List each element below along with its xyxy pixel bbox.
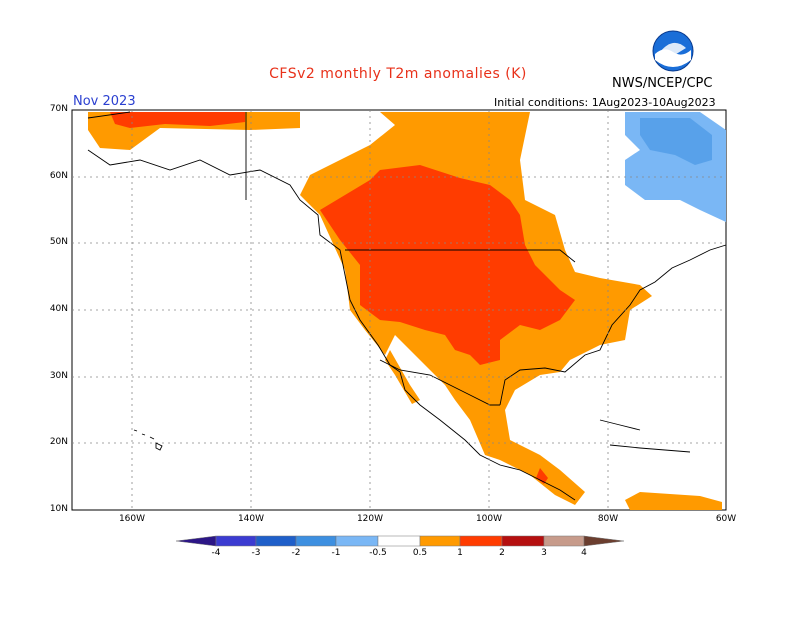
colorbar-3-4 xyxy=(543,535,585,547)
cb-label: 4 xyxy=(581,548,587,558)
lon-label-140w: 140W xyxy=(237,514,265,524)
agency-label: NWS/NCEP/CPC xyxy=(612,76,713,91)
cb-label: 3 xyxy=(541,548,547,558)
colorbar-1-2 xyxy=(459,535,503,547)
lon-label-100w: 100W xyxy=(475,514,503,524)
graticule xyxy=(72,110,726,510)
colorbar-2-3 xyxy=(501,535,545,547)
lon-label-60w: 60W xyxy=(715,514,737,524)
colorbar-neg4-neg3 xyxy=(215,535,257,547)
colorbar-neg3-neg2 xyxy=(255,535,297,547)
hawaii-islands xyxy=(133,429,163,451)
forecast-month: Nov 2023 xyxy=(73,94,136,109)
colorbar-neg2-neg1 xyxy=(295,535,337,547)
lat-label-30n: 30N xyxy=(49,371,68,381)
cb-label: 1 xyxy=(457,548,463,558)
colorbar-lt-neg4 xyxy=(175,535,217,547)
cb-label: -4 xyxy=(211,548,221,558)
initial-conditions: Initial conditions: 1Aug2023-10Aug2023 xyxy=(494,96,716,109)
anomaly-red-region xyxy=(110,112,575,484)
lon-label-120w: 120W xyxy=(356,514,384,524)
colorbar-neg1-neg05 xyxy=(335,535,379,547)
cb-label: 2 xyxy=(499,548,505,558)
lat-label-50n: 50N xyxy=(49,237,68,247)
lon-label-160w: 160W xyxy=(118,514,146,524)
colorbar-neutral xyxy=(377,535,421,547)
colorbar-05-1 xyxy=(419,535,461,547)
cb-label: -0.5 xyxy=(369,548,387,558)
lat-label-20n: 20N xyxy=(49,437,68,447)
noaa-logo-icon xyxy=(652,30,694,72)
lat-label-60n: 60N xyxy=(49,171,68,181)
lon-label-80w: 80W xyxy=(597,514,619,524)
cb-label: -3 xyxy=(251,548,261,558)
cb-label: 0.5 xyxy=(412,548,428,558)
lat-label-10n: 10N xyxy=(49,504,68,514)
cb-label: -2 xyxy=(291,548,301,558)
cb-label: -1 xyxy=(331,548,341,558)
colorbar-gt-4 xyxy=(583,535,625,547)
lat-label-40n: 40N xyxy=(49,304,68,314)
map-title: CFSv2 monthly T2m anomalies (K) xyxy=(269,66,527,82)
anomaly-blue-region xyxy=(640,118,712,165)
lat-label-70n: 70N xyxy=(49,104,68,114)
